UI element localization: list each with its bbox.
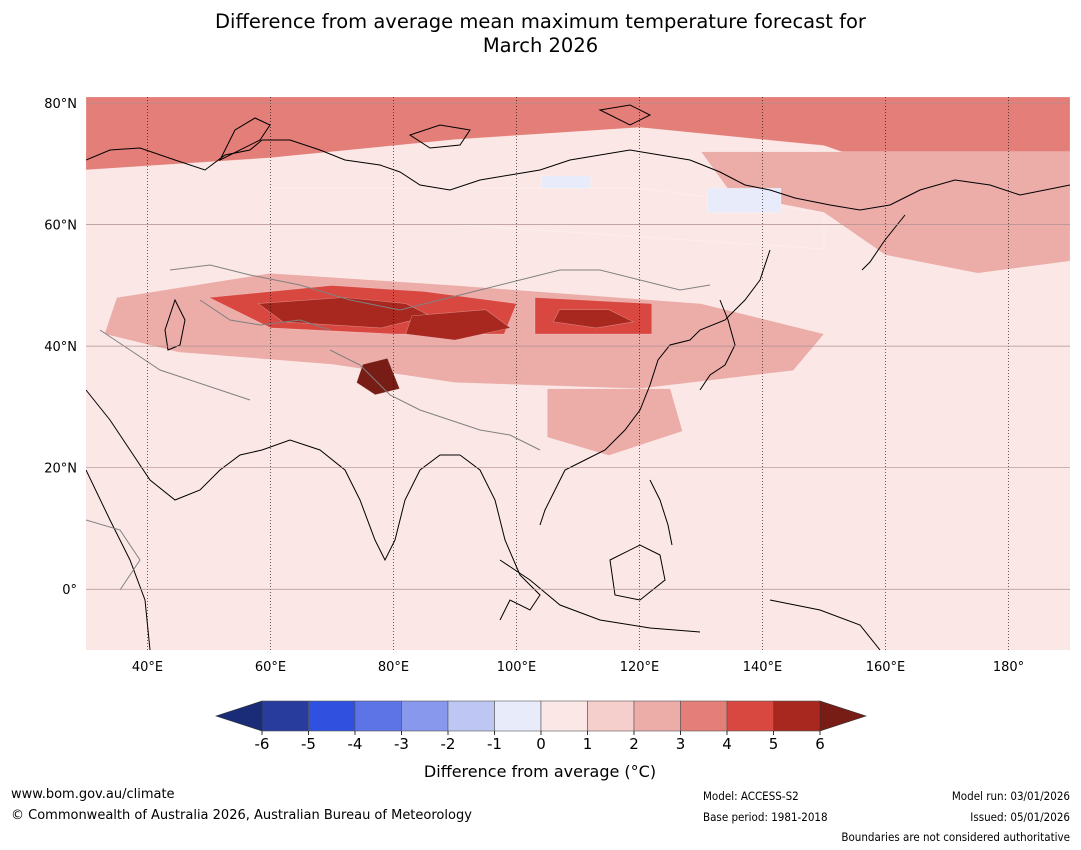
border-china-south — [329, 349, 541, 451]
colorbar-bin — [401, 700, 449, 732]
coastline-pacific-asia — [539, 249, 771, 526]
colorbar-bin — [587, 700, 635, 732]
colorbar-under-arrow — [215, 700, 263, 732]
border-central-asia — [169, 264, 711, 311]
coastline-sumatra-java — [499, 559, 701, 633]
y-tick-label: 20°N — [44, 462, 77, 477]
colorbar-tick-label: 3 — [676, 735, 686, 753]
chart-title: Difference from average mean maximum tem… — [0, 10, 1081, 58]
x-tick-label: 160°E — [866, 660, 906, 675]
coastline-philippines — [649, 479, 673, 546]
border-africa — [86, 519, 141, 591]
colorbar-bin — [680, 700, 728, 732]
anomaly-region-kazakhstan-dzungaria-core-1 — [405, 309, 512, 341]
coastline-new-guinea — [769, 599, 881, 650]
coastlines — [86, 104, 1070, 650]
y-tick-label: 0° — [62, 583, 77, 598]
anomaly-region-arctic-0 — [86, 97, 1070, 189]
footer-disclaimer: Boundaries are not considered authoritat… — [841, 830, 1070, 844]
colorbar-bin — [261, 700, 309, 732]
colorbar-bin — [773, 700, 821, 732]
colorbar-tick-label: 4 — [722, 735, 732, 753]
x-tick-label: 60°E — [255, 660, 286, 675]
colorbar-tick-label: 1 — [583, 735, 593, 753]
latitude-lines — [86, 102, 1070, 590]
anomaly-region-yakutia-patch-0 — [706, 187, 782, 213]
x-tick-label: 80°E — [378, 660, 409, 675]
coastline-japan — [699, 299, 736, 391]
coastline-arabia — [86, 389, 263, 501]
footer-copyright: © Commonwealth of Australia 2026, Austra… — [11, 808, 472, 823]
plot-area — [86, 97, 1070, 650]
colorbar-tick-label: -6 — [255, 735, 270, 753]
x-tick-label: 140°E — [743, 660, 783, 675]
anomaly-region-mongolia-core-0 — [552, 309, 635, 329]
x-tick-label: 180° — [993, 660, 1024, 675]
footer-issued: Issued: 05/01/2026 — [970, 810, 1070, 824]
footer-base-period: Base period: 1981-2018 — [703, 810, 828, 824]
y-tick-label: 60°N — [44, 219, 77, 234]
anomaly-region-taimyr-patch-0 — [540, 175, 591, 189]
anomaly-region-south-china-0 — [547, 388, 683, 456]
chart-title-line-2: March 2026 — [482, 34, 599, 57]
x-axis-tick-labels: 40°E 60°E 80°E 100°E 120°E 140°E 160°E 180° — [132, 660, 1024, 675]
colorbar-tick-label: 0 — [536, 735, 546, 753]
coastline-kamchatka — [861, 214, 906, 271]
y-tick-label: 40°N — [44, 340, 77, 355]
colorbar-tick-label: -3 — [394, 735, 409, 753]
colorbar-bin — [494, 700, 542, 732]
y-axis-tick-labels: 0° 20°N 40°N 60°N 80°N — [44, 97, 77, 598]
graticule — [147, 97, 1009, 650]
colorbar-label: Difference from average (°C) — [424, 762, 656, 781]
coastline-southeast-asia — [459, 454, 541, 621]
colorbar-bin — [308, 700, 356, 732]
colorbar-bin — [540, 700, 588, 732]
border-middle-east — [99, 329, 251, 401]
border-kazakhstan — [199, 299, 331, 331]
chart-title-line-1: Difference from average mean maximum tem… — [215, 10, 866, 33]
footer-model-run: Model run: 03/01/2026 — [951, 789, 1070, 803]
colorbar-tick-labels: -6 -5 -4 -3 -2 -1 0 1 2 3 4 5 6 — [255, 731, 825, 753]
colorbar-over-arrow — [819, 700, 867, 732]
colorbar-bin — [726, 700, 774, 732]
colorbar-tick-label: 5 — [769, 735, 779, 753]
y-tick-label: 80°N — [44, 97, 77, 112]
colorbar-tick-label: 2 — [629, 735, 639, 753]
footer-website[interactable]: www.bom.gov.au/climate — [11, 787, 175, 802]
coastline-europe-russia-north — [86, 139, 1070, 211]
colorbar-tick-label: -1 — [487, 735, 502, 753]
colorbar-tick-label: -2 — [441, 735, 456, 753]
colorbar-tick-label: -4 — [348, 735, 363, 753]
coastline-caspian — [164, 298, 186, 351]
coastline-borneo — [609, 544, 666, 601]
x-tick-label: 120°E — [620, 660, 660, 675]
coastline-africa-east — [86, 469, 151, 650]
colorbar-bin — [633, 700, 681, 732]
footer-model: Model: ACCESS-S2 — [703, 789, 799, 803]
colorbar-bin — [447, 700, 495, 732]
country-borders — [86, 264, 711, 591]
coastline-arctic-islands — [218, 104, 652, 162]
colorbar — [215, 700, 867, 732]
x-tick-label: 40°E — [132, 660, 163, 675]
colorbar-tick-label: -5 — [301, 735, 316, 753]
colorbar-bin — [354, 700, 402, 732]
colorbar-tick-label: 6 — [815, 735, 825, 753]
x-tick-label: 100°E — [497, 660, 537, 675]
